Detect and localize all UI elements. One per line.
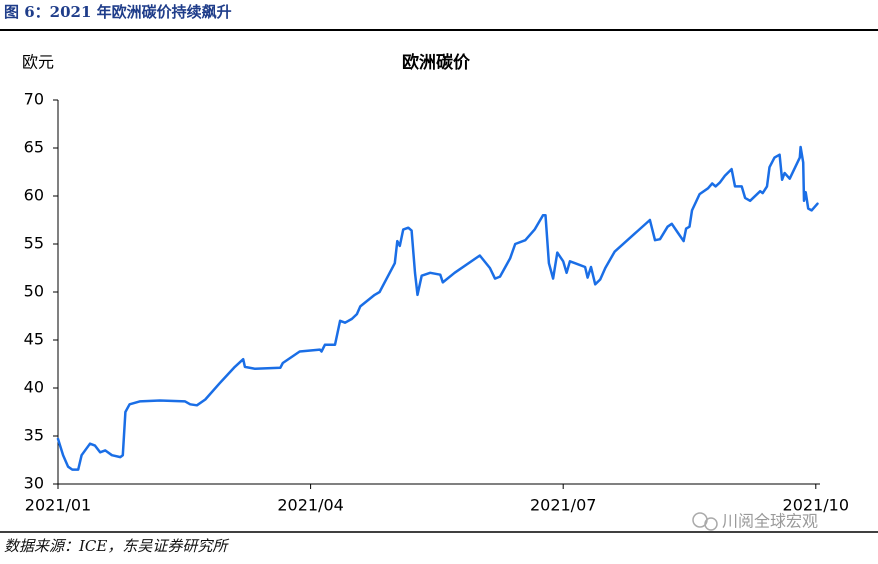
y-tick-label: 50 xyxy=(24,282,44,301)
y-tick-label: 60 xyxy=(24,186,44,205)
price-line xyxy=(56,145,819,471)
y-tick-label: 45 xyxy=(24,330,44,349)
y-tick-label: 65 xyxy=(24,138,44,157)
y-axis-label: 欧元 xyxy=(22,53,54,72)
x-tick-label: 2021/07 xyxy=(530,496,596,515)
y-tick-label: 55 xyxy=(24,234,44,253)
y-tick-label: 30 xyxy=(24,474,44,493)
x-tick-label: 2021/04 xyxy=(277,496,343,515)
x-tick-label: 2021/10 xyxy=(783,496,849,515)
footer: 数据来源：ICE，东吴证券研究所 xyxy=(4,537,229,555)
header: 图 6：2021 年欧洲碳价持续飙升 xyxy=(4,3,232,21)
watermark: 川阅全球宏观 xyxy=(722,512,818,531)
y-tick-label: 70 xyxy=(24,90,44,109)
chart-title: 欧洲碳价 xyxy=(402,52,471,73)
x-tick-label: 2021/01 xyxy=(25,496,91,515)
y-tick-label: 35 xyxy=(24,426,44,445)
y-tick-label: 40 xyxy=(24,378,44,397)
watermark-icon xyxy=(692,512,718,531)
